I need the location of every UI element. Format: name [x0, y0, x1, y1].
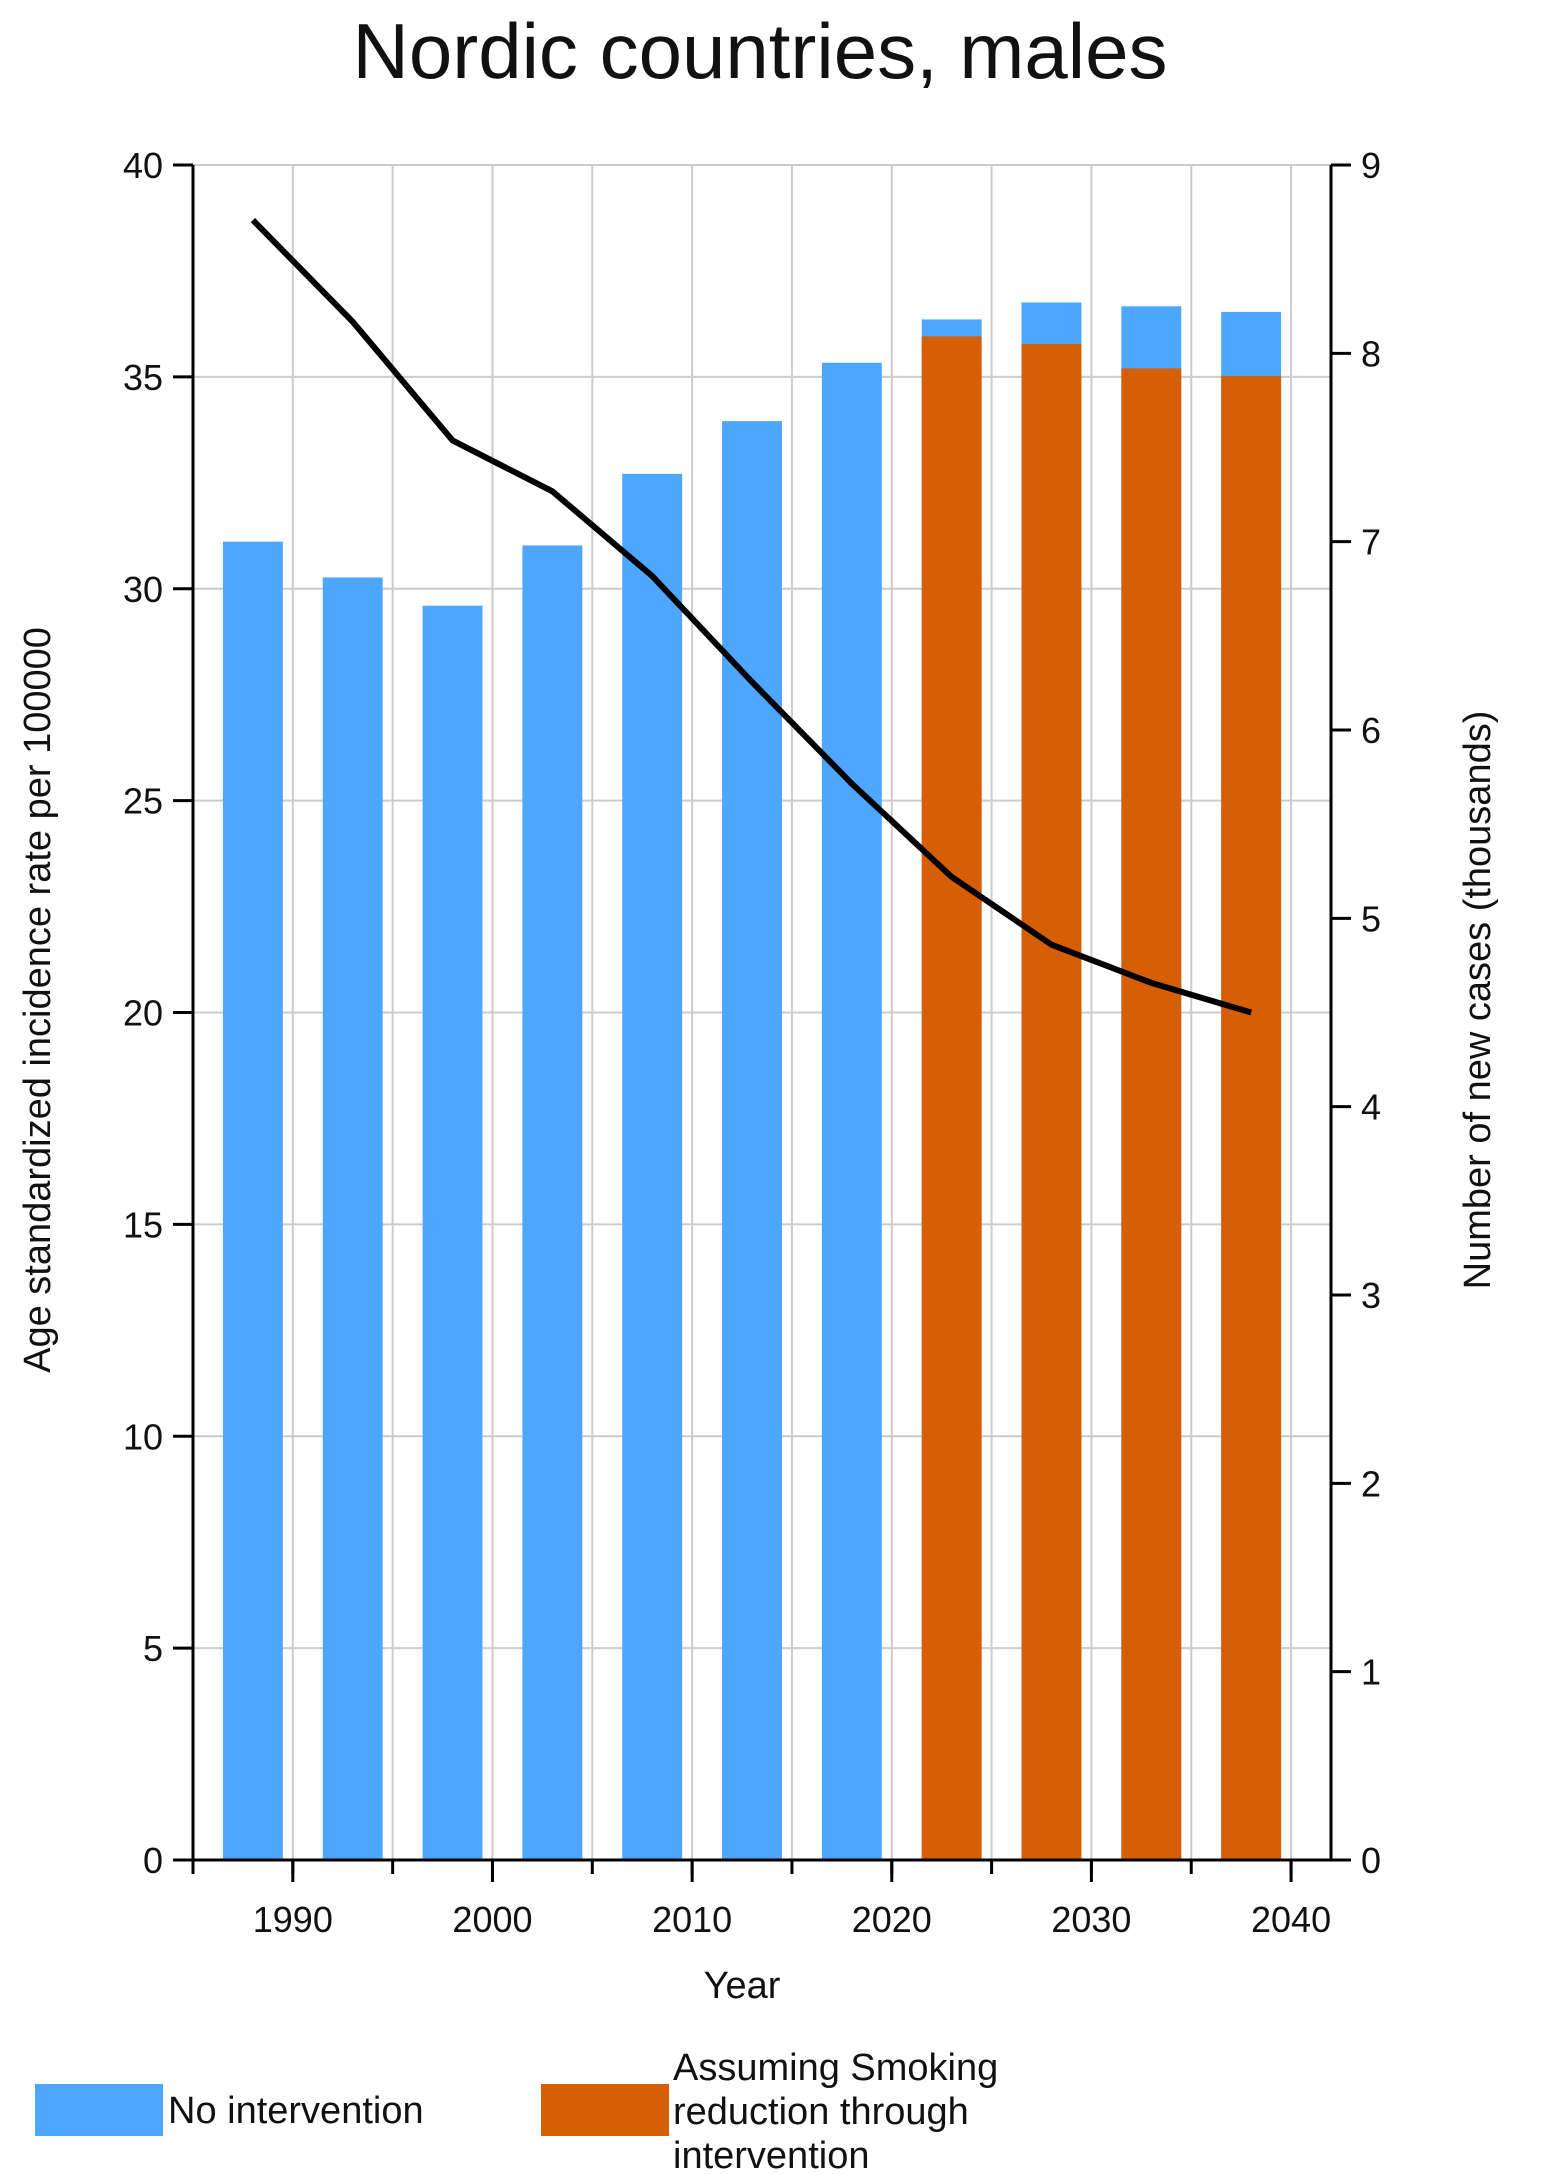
bar-intervention-2038 [1221, 375, 1282, 1860]
bar-no-intervention-1993 [322, 577, 383, 1861]
bar-no-intervention-2018 [821, 362, 882, 1860]
legend-label-intervention-line-3: intervention [673, 2135, 869, 2174]
x-tick-label-2020: 2020 [852, 1899, 932, 1940]
y-tick-left-label-10: 10 [123, 1416, 163, 1457]
y-tick-right-label-4: 4 [1361, 1087, 1381, 1128]
x-tick-label-2030: 2030 [1051, 1899, 1131, 1940]
y-axis-label-left: Age standardized incidence rate per 1000… [17, 627, 59, 1373]
y-tick-right-label-1: 1 [1361, 1652, 1381, 1693]
y-tick-right-label-9: 9 [1361, 145, 1381, 186]
bar-intervention-2028 [1021, 343, 1082, 1861]
bar-no-intervention-2003 [522, 545, 583, 1860]
y-tick-right-label-6: 6 [1361, 710, 1381, 751]
x-tick-label-2000: 2000 [452, 1899, 532, 1940]
rate-line [250, 217, 1252, 1016]
bar-intervention-2033 [1121, 368, 1182, 1860]
y-tick-left-label-0: 0 [143, 1840, 163, 1881]
y-tick-right-label-2: 2 [1361, 1463, 1381, 1504]
chart-title: Nordic countries, males [353, 7, 1168, 95]
x-tick-label-1990: 1990 [253, 1899, 333, 1940]
y-tick-left-label-35: 35 [123, 357, 163, 398]
y-tick-left-label-15: 15 [123, 1204, 163, 1245]
x-axis-label: Year [704, 1965, 781, 2007]
bar-series [222, 302, 1282, 1861]
tick-labels: 0 5 10 15 20 25 30 35 40 0 1 2 3 4 5 6 7 8 9 1990 2000 2010 20… [123, 145, 1381, 1940]
y-tick-left-label-20: 20 [123, 993, 163, 1034]
bar-no-intervention-1998 [422, 605, 483, 1861]
bar-no-intervention-2013 [722, 421, 782, 1861]
legend: No intervention Assuming Smoking reducti… [35, 2047, 998, 2174]
legend-label-intervention-line-2: reduction through [673, 2091, 969, 2133]
legend-swatch-no-intervention [35, 2084, 163, 2136]
y-tick-left-label-25: 25 [123, 781, 163, 822]
bar-no-intervention-2008 [622, 473, 683, 1860]
legend-swatch-intervention [541, 2084, 669, 2136]
y-tick-right-label-0: 0 [1361, 1840, 1381, 1881]
y-tick-right-label-3: 3 [1361, 1275, 1381, 1316]
rate-line-series [250, 217, 1252, 1016]
y-tick-left-label-5: 5 [143, 1628, 163, 1669]
legend-label-intervention-line-1: Assuming Smoking [673, 2047, 998, 2089]
y-tick-right-label-7: 7 [1361, 522, 1381, 563]
bar-intervention-2023 [921, 336, 982, 1861]
x-tick-label-2040: 2040 [1251, 1899, 1331, 1940]
y-tick-right-label-8: 8 [1361, 333, 1381, 374]
y-tick-left-label-40: 40 [123, 145, 163, 186]
y-tick-right-label-5: 5 [1361, 898, 1381, 939]
y-axis-label-right: Number of new cases (thousands) [1457, 711, 1499, 1290]
axes [173, 163, 1351, 1882]
x-tick-label-2010: 2010 [652, 1899, 732, 1940]
y-tick-left-label-30: 30 [123, 569, 163, 610]
bar-no-intervention-1988 [222, 541, 283, 1860]
legend-label-no-intervention: No intervention [168, 2090, 424, 2132]
